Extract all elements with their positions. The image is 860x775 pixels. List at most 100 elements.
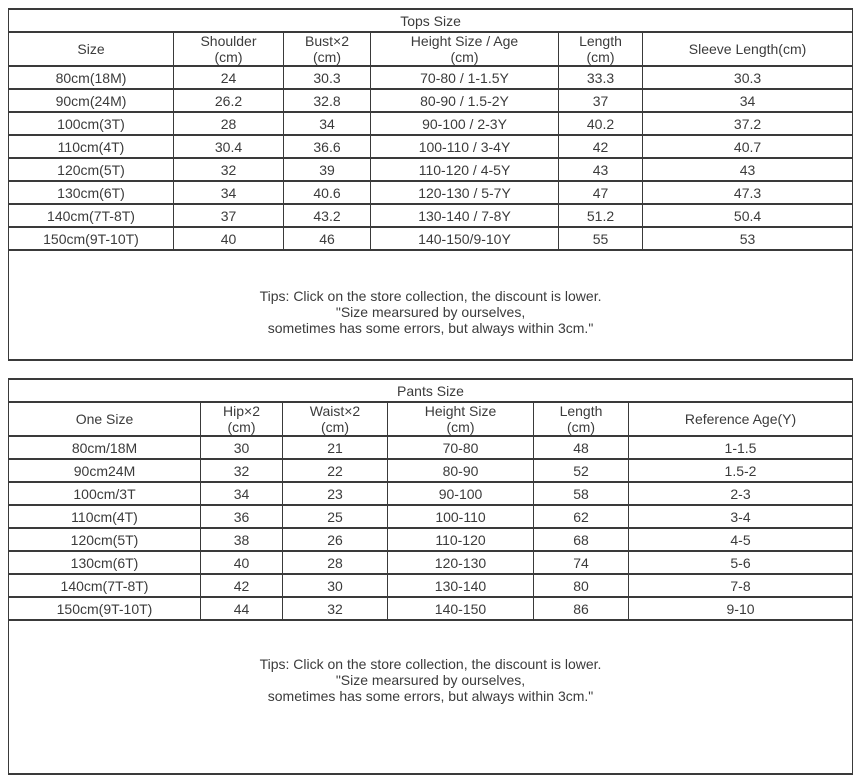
table-row: 80cm(18M) 24 30.3 70-80 / 1-1.5Y 33.3 30.3 [8,65,854,90]
table-cell: 23 [282,481,388,506]
table-cell: 32 [282,596,388,621]
tops-table-body: 80cm(18M) 24 30.3 70-80 / 1-1.5Y 33.3 30.3 90c… [8,65,854,251]
table-cell: 90-100 [387,481,534,506]
table-row: 100cm(3T) 28 34 90-100 / 2-3Y 40.2 37.2 [8,111,854,136]
table-row: 110cm(4T) 30.4 36.6 100-110 / 3-4Y 42 40.7 [8,134,854,159]
table-cell: 43.2 [283,203,371,228]
column-header-unit: (cm) [450,49,479,65]
table-cell: 50.4 [641,203,854,228]
tops-size-table: Tops Size Size Shoulder (cm) Bust×2 (cm)… [7,8,854,361]
column-header-one-size: One Size [8,401,201,437]
table-cell: 130-140 [387,573,534,598]
table-cell: 36.6 [283,134,371,159]
table-cell: 100-110 / 3-4Y [370,134,559,159]
column-header-label: Reference Age(Y) [684,411,797,427]
table-cell: 58 [533,481,629,506]
table-cell: 34 [173,180,284,205]
column-header-unit: (cm) [313,49,341,65]
tips-note: Tips: Click on the store collection, the… [7,249,854,361]
table-cell: 33.3 [558,65,643,90]
table-cell: 80-90 / 1.5-2Y [370,88,559,113]
column-header-unit: (cm) [321,419,349,435]
table-cell: 140-150 [387,596,534,621]
column-header-size: Size [8,31,174,67]
table-row: 130cm(6T) 34 40.6 120-130 / 5-7Y 47 47.3 [8,180,854,205]
table-cell: 140cm(7T-8T) [8,573,201,598]
table-cell: 40.7 [641,134,854,159]
table-cell: 2-3 [627,481,854,506]
column-header-bust: Bust×2 (cm) [283,31,371,67]
table-cell: 120cm(5T) [8,527,201,552]
table-cell: 42 [200,573,283,598]
table-cell: 74 [533,550,629,575]
table-cell: 86 [533,596,629,621]
tips-line: Tips: Click on the store collection, the… [259,288,602,304]
column-header-label: Length [559,403,603,419]
column-header-height-age: Height Size / Age (cm) [370,31,559,67]
table-cell: 30 [200,435,283,460]
table-cell: 28 [173,111,284,136]
table-cell: 120-130 / 5-7Y [370,180,559,205]
table-cell: 110-120 / 4-5Y [370,157,559,182]
table-cell: 110cm(4T) [8,504,201,529]
column-header-shoulder: Shoulder (cm) [173,31,284,67]
table-header-row: Size Shoulder (cm) Bust×2 (cm) Height Si… [8,31,854,67]
table-cell: 30 [282,573,388,598]
table-title-row: Pants Size [7,378,854,403]
table-cell: 42 [558,134,643,159]
tips-line: "Size mearsured by ourselves, [335,672,526,688]
table-cell: 52 [533,458,629,483]
table-cell: 9-10 [627,596,854,621]
pants-table-title: Pants Size [7,378,854,403]
column-header-label: Height Size [424,403,497,419]
table-cell: 36 [200,504,283,529]
column-header-reference-age: Reference Age(Y) [627,401,854,437]
table-cell: 100cm/3T [8,481,201,506]
table-cell: 100cm(3T) [8,111,174,136]
table-cell: 120cm(5T) [8,157,174,182]
table-cell: 40 [173,226,284,251]
table-cell: 30.3 [641,65,854,90]
table-cell: 140cm(7T-8T) [8,203,174,228]
table-cell: 110cm(4T) [8,134,174,159]
table-cell: 43 [558,157,643,182]
table-cell: 150cm(9T-10T) [8,226,174,251]
table-cell: 40.6 [283,180,371,205]
column-header-unit: (cm) [446,419,475,435]
table-cell: 130cm(6T) [8,180,174,205]
table-title-row: Tops Size [7,8,854,33]
table-row: 90cm(24M) 26.2 32.8 80-90 / 1.5-2Y 37 34 [8,88,854,113]
tips-line: Tips: Click on the store collection, the… [259,656,602,672]
table-cell: 34 [283,111,371,136]
table-cell: 1-1.5 [627,435,854,460]
table-cell: 47 [558,180,643,205]
table-cell: 51.2 [558,203,643,228]
tips-row: Tips: Click on the store collection, the… [7,619,854,775]
tips-line: "Size mearsured by ourselves, [335,304,526,320]
table-cell: 4-5 [627,527,854,552]
table-cell: 62 [533,504,629,529]
table-cell: 37.2 [641,111,854,136]
table-cell: 80 [533,573,629,598]
table-cell: 70-80 [387,435,534,460]
table-header-row: One Size Hip×2 (cm) Waist×2 (cm) Height … [8,401,854,437]
table-cell: 120-130 [387,550,534,575]
table-cell: 55 [558,226,643,251]
table-cell: 1.5-2 [627,458,854,483]
table-cell: 26.2 [173,88,284,113]
table-cell: 39 [283,157,371,182]
column-header-height-size: Height Size (cm) [387,401,534,437]
table-cell: 32 [200,458,283,483]
table-cell: 3-4 [627,504,854,529]
table-cell: 80cm/18M [8,435,201,460]
pants-table-body: 80cm/18M 30 21 70-80 48 1-1.5 90cm24M 32 22 80-90… [8,435,854,621]
tips-line: sometimes has some errors, but always wi… [267,320,594,336]
table-cell: 28 [282,550,388,575]
table-cell: 130cm(6T) [8,550,201,575]
table-cell: 40.2 [558,111,643,136]
table-cell: 22 [282,458,388,483]
column-header-label: Size [77,41,105,57]
column-header-label: Sleeve Length(cm) [688,41,807,57]
column-header-unit: (cm) [227,419,256,435]
column-header-waist: Waist×2 (cm) [282,401,388,437]
